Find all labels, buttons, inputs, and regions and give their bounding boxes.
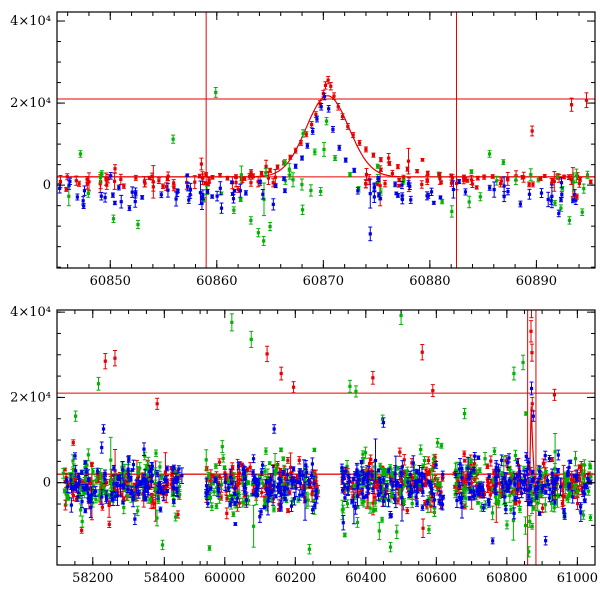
y-tick-label: 2×10⁴ [10, 96, 51, 111]
x-tick-label: 58400 [144, 571, 185, 586]
x-tick-label: 60800 [486, 571, 527, 586]
x-tick-label: 60870 [303, 274, 344, 289]
x-tick-label: 60400 [345, 571, 386, 586]
y-tick-label: 0 [43, 178, 51, 193]
reference-lines [57, 12, 595, 268]
y-tick-label: 2×10⁴ [10, 390, 51, 405]
panel-top: 60850 60860 60870 60880 60890 0 2×10⁴ 4×10⁴ [10, 11, 596, 289]
x-tick-label: 60200 [275, 571, 316, 586]
model-curve [57, 95, 595, 178]
y-tick-label: 0 [43, 476, 51, 491]
y-tick-label: 4×10⁴ [10, 305, 51, 320]
x-tick-label: 60860 [196, 274, 237, 289]
x-tick-label: 60850 [90, 274, 131, 289]
x-tick-label: 61000 [557, 571, 598, 586]
x-tick-label: 58200 [72, 571, 113, 586]
data-points [61, 310, 593, 558]
data-points [57, 75, 593, 246]
axes-bottom: 58200 58400 60000 60200 60400 60600 60800 61000… [10, 305, 598, 586]
reference-lines [57, 310, 595, 565]
y-tick-label: 4×10⁴ [10, 14, 51, 29]
x-tick-label: 60880 [409, 274, 450, 289]
axes-top: 60850 60860 60870 60880 60890 0 2×10⁴ 4×10⁴ [10, 11, 596, 289]
model-curve [57, 406, 595, 475]
x-tick-label: 60000 [204, 571, 245, 586]
panel-bottom: 58200 58400 60000 60200 60400 60600 60800 61000… [10, 305, 598, 586]
x-tick-label: 60600 [416, 571, 457, 586]
x-tick-label: 60890 [516, 274, 557, 289]
